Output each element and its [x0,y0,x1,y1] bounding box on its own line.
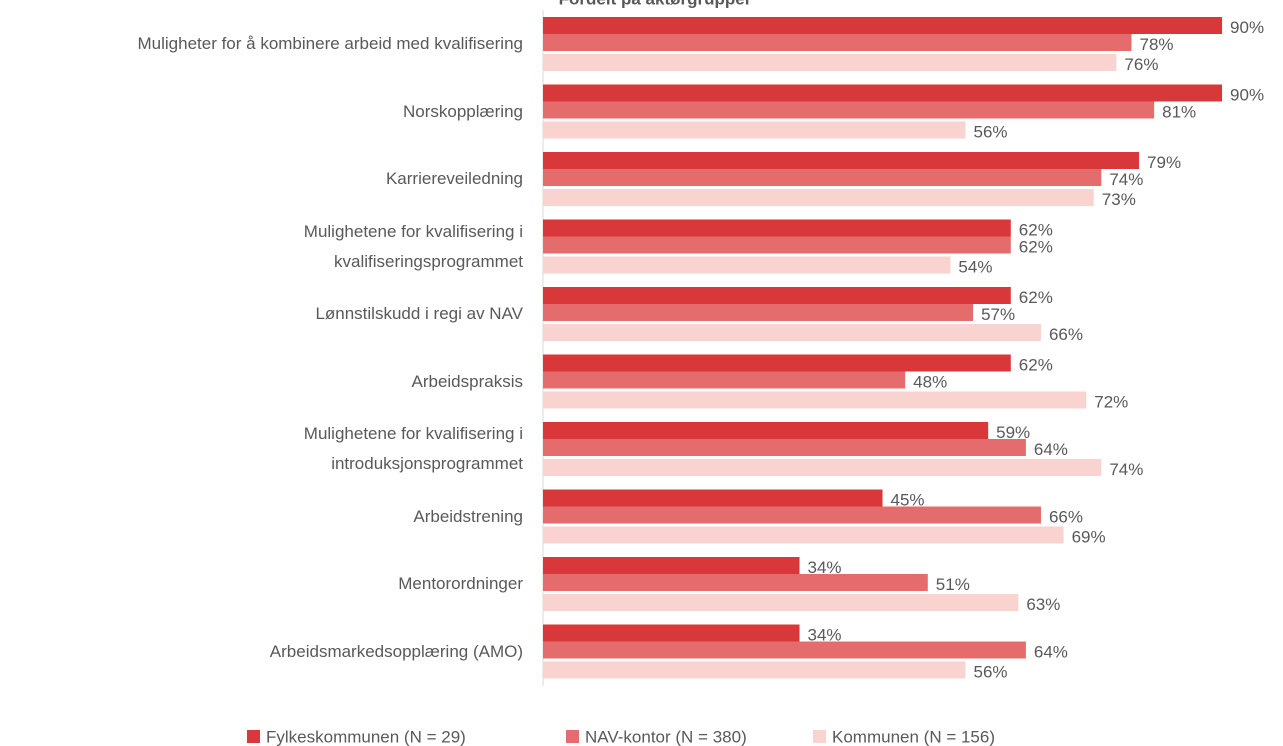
value-label: 51% [936,575,970,594]
bar [543,219,1011,237]
bar [543,34,1132,51]
bar [543,439,1026,456]
bar [543,324,1041,341]
value-label: 62% [1019,288,1053,307]
value-label: 72% [1094,392,1128,411]
bar [543,371,906,389]
value-label: 62% [1019,220,1053,239]
bar [543,574,928,591]
value-label: 74% [1109,460,1143,479]
legend-label: Fylkeskommunen (N = 29) [266,727,466,746]
value-label: 66% [1049,325,1083,344]
value-label: 63% [1026,595,1060,614]
legend-swatch [813,730,826,743]
bar [543,17,1223,34]
bar [543,101,1155,119]
value-label: 56% [974,122,1008,141]
bar [543,422,989,439]
value-label: 73% [1102,190,1136,209]
bar [543,84,1223,102]
legend-label: NAV-kontor (N = 380) [585,727,747,746]
category-label: Muligheter for å kombinere arbeid med kv… [137,34,523,53]
legend-label: Kommunen (N = 156) [832,727,995,746]
value-label: 48% [913,372,947,391]
category-label: Karriereveiledning [385,169,523,188]
value-label: 64% [1034,642,1068,661]
value-label: 34% [808,625,842,644]
value-label: 45% [891,490,925,509]
value-label: 59% [996,423,1030,442]
category-label: Norskopplæring [403,101,523,121]
category-label: Arbeidspraksis [411,371,524,391]
bar [543,304,974,321]
value-label: 90% [1230,85,1264,104]
bar [543,54,1117,71]
bar [543,236,1011,254]
value-label: 81% [1162,102,1196,121]
bar [543,189,1094,206]
category-label: Mulighetene for kvalifisering i kvalifis… [303,221,523,271]
legend-swatch [566,730,579,743]
bar [543,287,1011,304]
value-label: 64% [1034,440,1068,459]
bar [543,624,800,642]
category-label: Mentorordninger [398,574,523,593]
bar [543,459,1102,476]
bar [543,526,1064,544]
value-label: 76% [1124,55,1158,74]
value-label: 69% [1072,527,1106,546]
category-label: Arbeidsmarkedsopplæring (AMO) [269,641,523,661]
bar [543,489,883,507]
bar [543,391,1087,409]
value-label: 54% [958,257,992,276]
bar [543,641,1026,659]
bar [543,354,1011,372]
value-label: 34% [808,558,842,577]
value-label: 74% [1109,170,1143,189]
category-label: Arbeidstrening [413,506,523,526]
bar [543,594,1019,611]
value-label: 66% [1049,507,1083,526]
bar [543,169,1102,186]
bar [543,506,1041,524]
bar [543,121,966,139]
legend-swatch [247,730,260,743]
value-label: 57% [981,305,1015,324]
bar [543,152,1140,169]
chart-title: Fordelt på aktørgrupper [559,0,752,8]
value-label: 56% [974,662,1008,681]
bar [543,256,951,274]
category-label: Lønnstilskudd i regi av NAV [315,304,523,323]
bar [543,557,800,574]
value-label: 78% [1140,35,1174,54]
value-label: 90% [1230,18,1264,37]
value-label: 79% [1147,153,1181,172]
value-label: 62% [1019,237,1053,256]
bar [543,661,966,679]
value-label: 62% [1019,355,1053,374]
category-label: Mulighetene for kvalifisering i introduk… [303,424,523,473]
